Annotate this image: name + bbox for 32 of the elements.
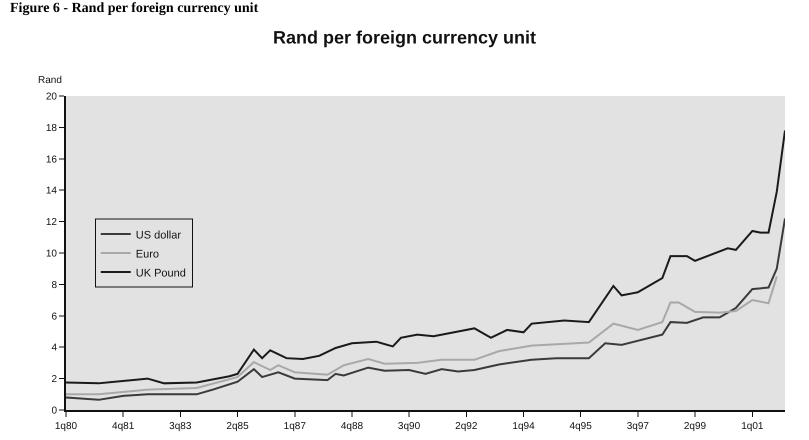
y-tick-label: 6 [51, 311, 58, 322]
x-tick-label: 2q85 [226, 421, 250, 432]
line-series [66, 217, 785, 401]
legend-label: UK Pound [136, 267, 186, 280]
y-tick-label: 14 [46, 186, 58, 197]
x-tick-label: 2q99 [684, 421, 707, 432]
x-tick-label: 4q81 [112, 421, 135, 432]
legend-label: Euro [136, 248, 160, 260]
chart-title: Rand per foreign currency unit [272, 27, 536, 48]
x-tick-label: 2q92 [455, 421, 478, 432]
x-tick-label: 1q80 [54, 421, 78, 432]
x-tick-label: 4q95 [570, 421, 592, 432]
y-tick-label: 16 [46, 154, 58, 166]
y-tick-label: 8 [51, 280, 58, 291]
x-tick-label: 3q83 [169, 421, 192, 432]
x-tick-label: 4q88 [340, 421, 364, 432]
line-series [66, 276, 778, 396]
x-tick-label: 3q90 [398, 421, 421, 432]
y-tick-label: 4 [51, 342, 58, 354]
x-tick-label: 1q01 [741, 421, 764, 432]
caption: Figure 6 - Rand per foreign currency unit [10, 1, 259, 16]
y-tick-label: 18 [46, 122, 58, 134]
x-tick-label: 1q87 [284, 421, 306, 432]
legend-label: US dollar [136, 229, 182, 242]
y-tick-label: 2 [51, 374, 58, 386]
y-tick-label: 20 [46, 92, 58, 102]
x-tick-label: 1q94 [512, 421, 536, 432]
y-tick-label: 10 [46, 248, 58, 260]
y-tick-label: 12 [46, 217, 58, 228]
x-tick-label: 3q97 [626, 421, 650, 432]
y-tick-label: 0 [51, 406, 58, 416]
y-axis-title: Rand [38, 75, 62, 86]
